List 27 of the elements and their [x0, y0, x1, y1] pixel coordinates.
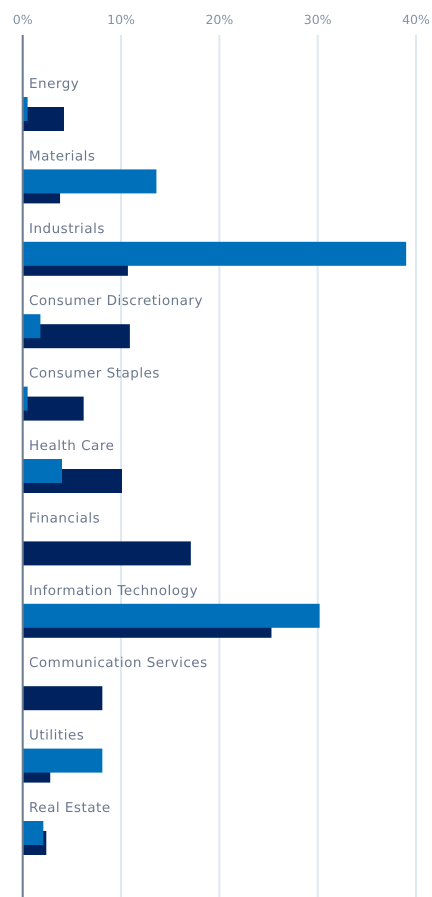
bar [22, 604, 320, 628]
y-tick-label: Consumer Staples [29, 366, 160, 382]
y-tick-label: Health Care [29, 438, 114, 454]
bar [22, 748, 102, 773]
x-tick-label: 0% [12, 12, 33, 27]
x-tick-label: 10% [107, 12, 136, 27]
bar [22, 242, 406, 266]
y-tick-label: Financials [29, 510, 100, 526]
x-tick-label: 20% [205, 12, 234, 27]
bar [22, 459, 62, 483]
x-tick-label: 40% [402, 12, 430, 27]
y-tick-label: Industrials [29, 220, 105, 237]
y-tick-label: Energy [29, 76, 80, 92]
y-tick-label: Communication Services [29, 655, 208, 672]
bar [22, 169, 156, 194]
bar [22, 821, 44, 845]
y-tick-label: Real Estate [29, 800, 111, 816]
bar [22, 396, 84, 421]
x-tick-label: 30% [304, 12, 332, 27]
y-tick-label: Materials [29, 148, 96, 164]
y-tick-label: Utilities [29, 728, 84, 744]
y-tick-label: Consumer Discretionary [29, 293, 203, 310]
y-tick-label: Information Technology [29, 582, 198, 599]
bar [22, 541, 191, 566]
bar [22, 686, 102, 710]
bar [22, 314, 40, 338]
bar [22, 107, 64, 131]
